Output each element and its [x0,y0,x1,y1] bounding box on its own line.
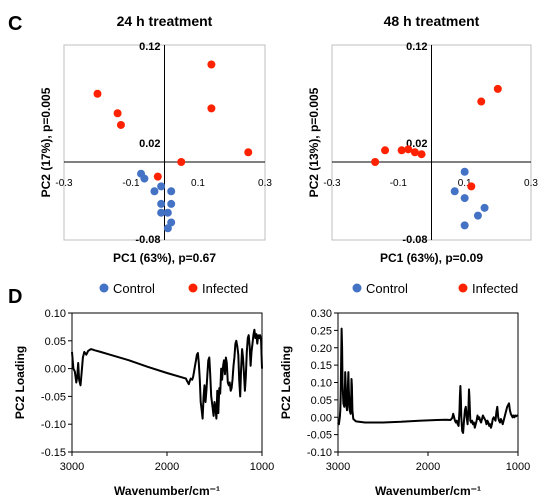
load48-y-tick-5: 0.05 [311,395,332,407]
load48-x-tick-1: 2000 [416,461,440,473]
pca24-control-point-3 [157,182,166,191]
pca24-x-tick-2: 0.1 [191,178,205,189]
load48-y-tick-8: -0.10 [307,447,332,459]
pca24-y-tick-0: 0.12 [139,41,160,53]
pca48-infected-point-7 [477,97,486,106]
load24-loading-line [71,328,263,420]
pca48-y-tick-2: -0.08 [402,234,427,246]
load48-loading-line [337,327,519,434]
pca48-infected-point-4 [410,148,419,157]
pca48-infected-point-0 [371,158,380,166]
pca24-x-tick-3: 0.3 [258,178,272,189]
load48-y-tick-2: 0.20 [311,343,332,355]
load24-y-tick-1: 0.05 [45,336,66,348]
pca24-title: 24 h treatment [117,13,213,29]
panel-label-d: D [8,286,22,308]
load24-frame [71,312,263,453]
pca48-infected-point-5 [417,150,426,159]
legend-infected-marker [188,283,198,293]
legend2-control-marker [352,283,362,293]
load24-xlabel: Wavenumber/cm⁻¹ [114,484,220,498]
pca24-control-point-10 [163,224,172,233]
pca24-infected-point-5 [207,60,216,69]
pca48-x-tick-2: 0.1 [458,178,472,189]
load24-y-tick-4: -0.10 [41,419,66,431]
load48-y-tick-0: 0.30 [311,308,332,320]
load24-y-tick-5: -0.15 [41,447,66,459]
pca24-x-tick-1: -0.1 [122,178,140,189]
panel-label-c: C [8,13,22,35]
pca48-title: 48 h treatment [384,13,480,29]
legend-control-label: Control [113,281,155,296]
pca24-control-point-6 [157,208,166,217]
legend2-control-label: Control [366,281,408,296]
legend-control-marker [99,283,109,293]
pca48-infected-point-1 [381,146,390,155]
pca48-infected-point-6 [467,182,476,191]
load48-frame [337,312,519,453]
load48-y-tick-3: 0.15 [311,360,332,372]
pca48-xlabel: PC1 (63%), p=0.09 [380,251,483,265]
load24-x-tick-2: 1000 [250,461,274,473]
legend2-infected-label: Infected [472,281,518,296]
load24-ylabel: PC2 Loading [13,346,27,419]
load24-y-tick-3: -0.05 [41,391,66,403]
pca24-x-tick-0: -0.3 [55,178,73,189]
pca48-control-point-5 [460,221,469,230]
pca24-infected-point-4 [177,158,186,166]
pca24-y-tick-1: 0.02 [139,138,160,150]
legend2-infected-marker [458,283,468,293]
pca24-infected-point-7 [244,148,253,157]
pca48-control-point-4 [473,211,482,220]
pca48-y-tick-0: 0.12 [406,41,427,53]
load48-x-tick-2: 1000 [506,461,530,473]
pca24-control-point-7 [163,208,172,217]
pca24-ylabel: PC2 (17%), p=0.005 [39,87,53,197]
load48-ylabel: PC2 Loading [279,346,293,419]
pca48-x-tick-1: -0.1 [390,178,408,189]
pca48-infected-point-8 [493,84,502,93]
pca24-control-point-8 [167,199,176,208]
pca48-infected-point-2 [397,146,406,155]
pca24-control-point-5 [157,199,166,208]
pca24-control-point-9 [167,218,176,227]
load24-y-tick-0: 0.10 [45,308,66,320]
pca48-control-point-1 [450,187,459,196]
pca48-control-point-0 [460,167,469,176]
pca24-control-point-2 [150,187,159,196]
pca48-infected-point-3 [404,145,413,154]
load48-y-tick-7: -0.05 [307,430,332,442]
pca24-control-point-4 [167,187,176,196]
pca24-infected-point-6 [207,104,216,113]
load24-x-tick-1: 2000 [155,461,179,473]
pca48-x-tick-3: 0.3 [524,178,538,189]
legend-infected-label: Infected [202,281,248,296]
charts-layer: 24 h treatment -0.3 -0.1 0.1 0.3 0.12 0.02 -0.0… [13,13,538,498]
load48-y-tick-4: 0.10 [311,378,332,390]
pca24-control-point-1 [140,174,149,183]
pca24-infected-point-1 [113,109,122,118]
pca48-control-point-2 [460,194,469,203]
pca24-xlabel: PC1 (63%), p=0.67 [113,251,216,265]
pca48-control-point-3 [480,203,489,212]
pca48-x-tick-0: -0.3 [323,178,341,189]
pca24-infected-point-3 [153,172,162,181]
load48-x-tick-0: 3000 [326,461,350,473]
pca24-y-tick-2: -0.08 [135,234,160,246]
load24-y-tick-2: 0.00 [45,364,66,376]
load48-y-tick-1: 0.25 [311,325,332,337]
pca24-infected-point-2 [116,120,125,129]
load48-xlabel: Wavenumber/cm⁻¹ [375,484,481,498]
pca48-ylabel: PC2 (13%), p=0.005 [307,87,321,197]
load24-x-tick-0: 3000 [60,461,84,473]
load48-y-tick-6: 0.00 [311,412,332,424]
pca24-infected-point-0 [93,89,102,98]
